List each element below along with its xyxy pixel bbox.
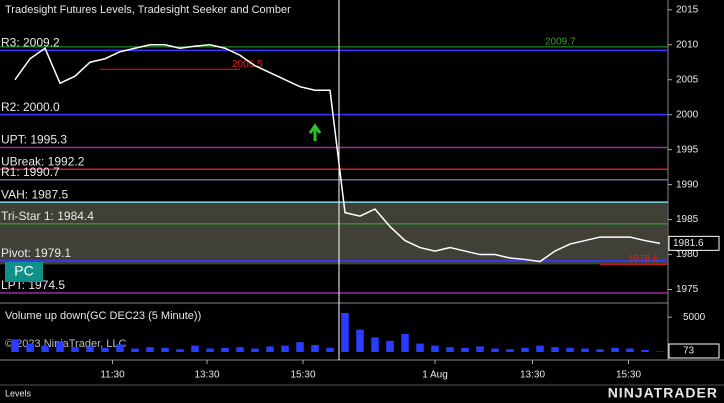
tab[interactable]: Levels — [5, 388, 32, 398]
badge[interactable] — [5, 262, 43, 282]
level-label: Tri-Star 1: 1984.4 — [1, 209, 94, 223]
level-label: VAH: 1987.5 — [1, 187, 68, 201]
volume-bar — [266, 346, 274, 352]
volume-bar — [86, 346, 94, 352]
volume-bar — [371, 337, 379, 352]
volume-bar — [656, 351, 664, 352]
volume-bar — [596, 349, 604, 352]
level-label: Pivot: 1979.1 — [1, 246, 71, 260]
badge-text[interactable]: PC — [14, 263, 33, 279]
volume-bar — [581, 348, 589, 352]
volume-bar — [386, 340, 394, 352]
volume-bar — [191, 345, 199, 352]
level-label: R1: 1990.7 — [1, 165, 60, 179]
volume-bar — [611, 347, 619, 352]
level-label: R2: 2000.0 — [1, 100, 60, 114]
volume-bar — [206, 348, 214, 352]
x-tick-label: 13:30 — [520, 370, 545, 381]
volume-bar — [536, 345, 544, 352]
volume-bar — [551, 347, 559, 352]
volume-bar — [416, 343, 424, 352]
last-volume-label: 73 — [683, 346, 695, 357]
x-tick-label: 15:30 — [616, 370, 641, 381]
volume-bar — [566, 347, 574, 352]
volume-bar — [56, 341, 64, 352]
volume-bar — [431, 345, 439, 352]
level-label: UBreak: 1992.2 — [1, 154, 85, 168]
volume-bar — [116, 344, 124, 352]
volume-title: Volume up down(GC DEC23 (5 Minute)) — [5, 310, 201, 322]
x-tick-label: 13:30 — [194, 370, 219, 381]
volume-bar — [251, 348, 259, 352]
volume-bar — [41, 345, 49, 352]
value-area — [0, 202, 668, 265]
volume-bar — [71, 347, 79, 352]
chart-title: Tradesight Futures Levels, Tradesight Se… — [5, 4, 291, 16]
level-label: R3: 2009.2 — [1, 36, 60, 50]
volume-bar — [161, 347, 169, 352]
price-level-label: 1978.6 — [628, 254, 659, 265]
volume-bar — [296, 342, 304, 352]
y-tick-label: 1975 — [676, 284, 699, 295]
volume-bar — [626, 348, 634, 352]
volume-bar — [11, 339, 19, 352]
volume-bar — [281, 345, 289, 352]
volume-bar — [491, 348, 499, 352]
volume-bar — [356, 329, 364, 352]
price-level-label: 2006.5 — [232, 59, 263, 70]
volume-bar — [146, 347, 154, 352]
y-tick-label: 2015 — [676, 4, 699, 15]
volume-bar — [176, 349, 184, 352]
y-tick-label: 1990 — [676, 179, 699, 190]
y-tick-label: 1985 — [676, 214, 699, 225]
x-tick-label: 15:30 — [290, 370, 315, 381]
volume-bar — [401, 333, 409, 352]
volume-bar — [26, 343, 34, 352]
x-tick-label: 1 Aug — [422, 370, 448, 381]
y-tick-label: 2005 — [676, 74, 699, 85]
y-tick-label: 1995 — [676, 144, 699, 155]
level-label: UPT: 1995.3 — [1, 133, 67, 147]
logo: NINJATRADER — [608, 385, 718, 401]
volume-bar — [131, 348, 139, 352]
y-tick-label: 2000 — [676, 109, 699, 120]
volume-bar — [101, 347, 109, 352]
volume-bar — [446, 347, 454, 352]
volume-bar — [506, 349, 514, 352]
last-price-label: 1981.6 — [673, 238, 704, 249]
volume-y-tick-label: 5000 — [683, 312, 706, 323]
price-level-label: 2009.7 — [545, 36, 576, 47]
x-tick-label: 11:30 — [100, 370, 125, 381]
volume-bar — [326, 347, 334, 352]
last-volume-box — [668, 343, 720, 359]
volume-bar — [641, 349, 649, 352]
price-line — [14, 43, 661, 263]
y-tick-label: 1980 — [676, 249, 699, 260]
signal-arrow — [308, 123, 322, 141]
volume-bar — [461, 347, 469, 352]
volume-bar — [521, 347, 529, 352]
copyright: © 2023 NinjaTrader, LLC — [5, 338, 126, 350]
last-price-box — [668, 235, 720, 251]
y-tick-label: 2010 — [676, 39, 699, 50]
volume-bar — [476, 346, 484, 352]
volume-bar — [221, 347, 229, 352]
volume-bar — [341, 312, 349, 352]
volume-bar — [311, 345, 319, 352]
volume-bar — [236, 347, 244, 352]
